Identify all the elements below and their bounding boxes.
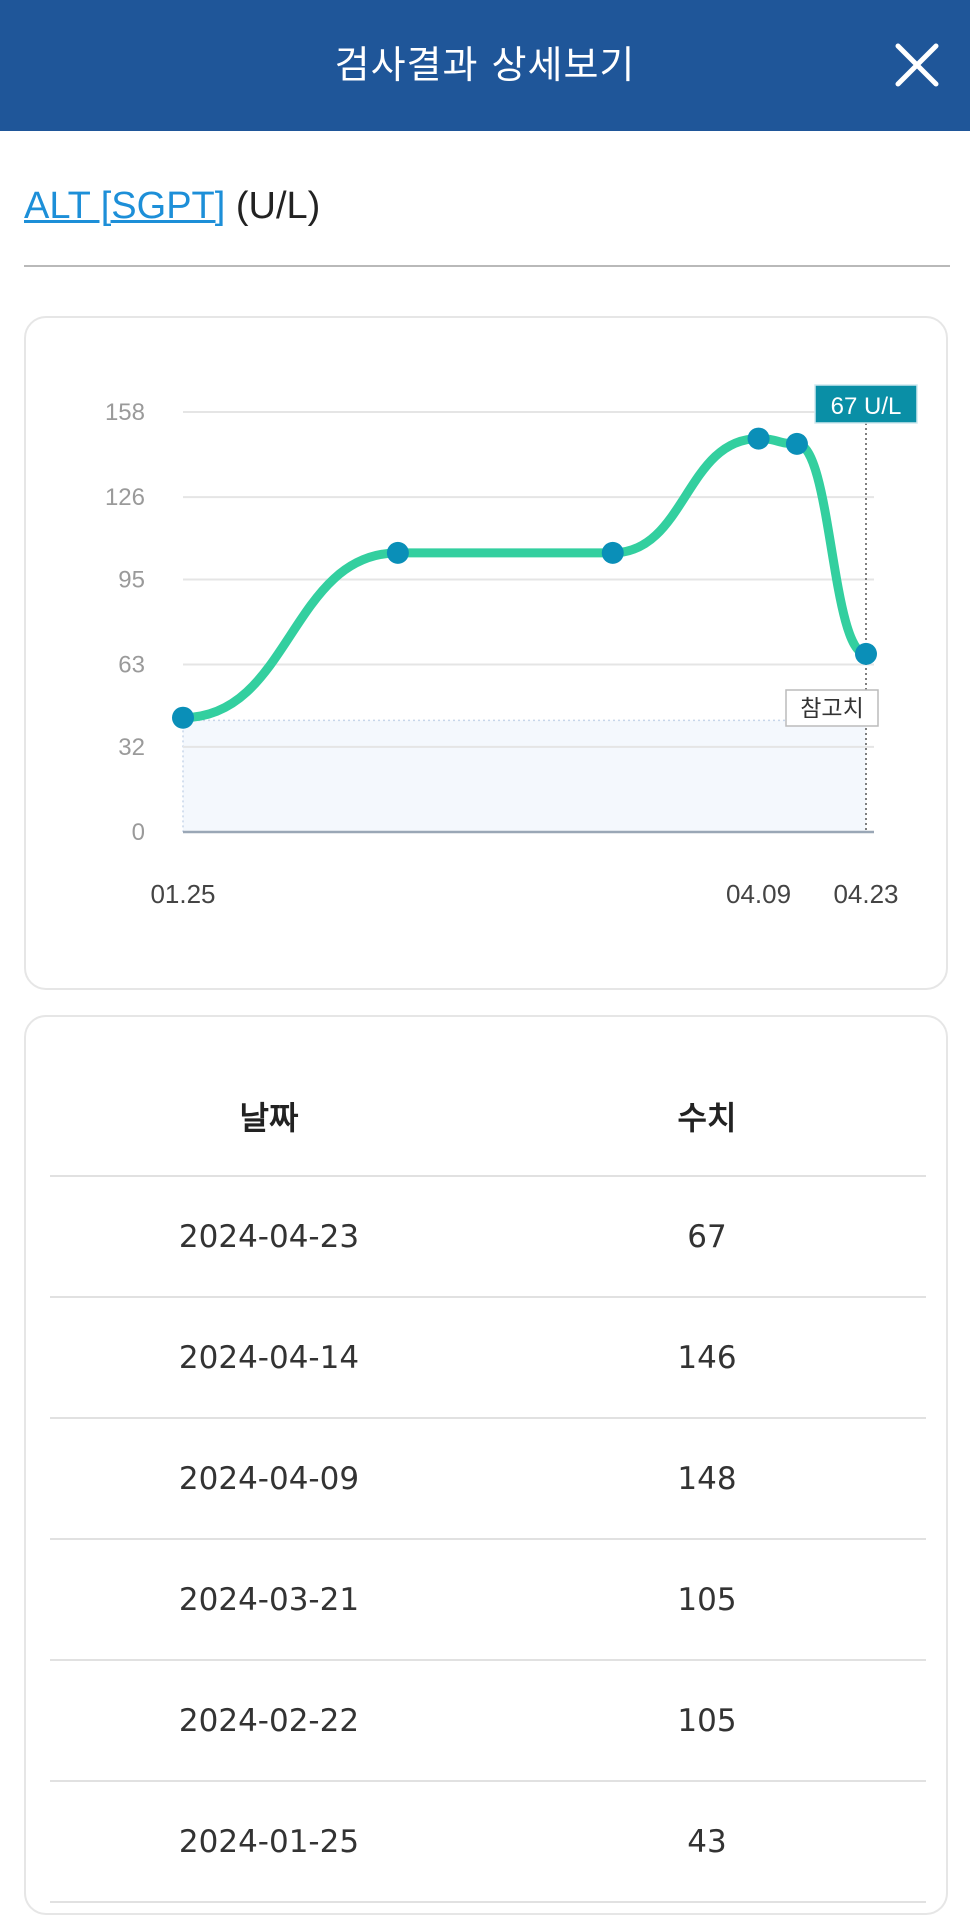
- test-name-link[interactable]: ALT [SGPT]: [24, 185, 226, 227]
- row-value: 146: [488, 1297, 926, 1419]
- reference-label: 참고치: [800, 696, 863, 722]
- x-tick-label: 01.25: [150, 879, 215, 909]
- row-date: 2024-04-14: [50, 1297, 488, 1419]
- row-value: 43: [488, 1781, 926, 1903]
- table-header-row: 날짜 수치: [50, 1057, 926, 1177]
- reference-label-box: [785, 689, 879, 727]
- y-tick-label: 158: [105, 399, 145, 426]
- divider: [24, 265, 950, 267]
- data-point: [855, 642, 877, 665]
- table-row: 2024-01-25 43: [50, 1781, 926, 1903]
- row-date: 2024-04-09: [50, 1418, 488, 1540]
- table-row: 2024-03-21 105: [50, 1539, 926, 1661]
- table-row: 2024-04-23 67: [50, 1176, 926, 1298]
- data-point: [785, 432, 808, 455]
- series-line: [178, 434, 871, 723]
- y-tick-label: 32: [118, 734, 145, 761]
- row-date: 2024-01-25: [50, 1781, 488, 1903]
- test-heading: ALT [SGPT] (U/L): [24, 185, 320, 228]
- header-bar: 검사결과 상세보기: [0, 0, 970, 131]
- row-date: 2024-04-23: [50, 1176, 488, 1298]
- y-tick-label: 0: [132, 819, 145, 846]
- row-date: 2024-03-21: [50, 1539, 488, 1661]
- y-tick-label: 126: [105, 484, 145, 511]
- column-header-date: 날짜: [50, 1057, 488, 1177]
- results-table: 날짜 수치 2024-04-23 67 2024-04-14 146 2024-…: [50, 1057, 926, 1903]
- data-point: [386, 541, 409, 564]
- highlight-value-label: 67 U/L: [831, 393, 902, 420]
- data-point: [601, 541, 624, 564]
- close-icon[interactable]: [890, 38, 944, 92]
- row-value: 105: [488, 1539, 926, 1661]
- test-unit: (U/L): [235, 185, 321, 227]
- y-tick-label: 95: [118, 566, 145, 593]
- chart-card: 158 126 95 63 32 0 01.25 04.09 04.23 67 U/L 참고치: [24, 316, 948, 990]
- y-tick-label: 63: [118, 652, 145, 679]
- row-date: 2024-02-22: [50, 1660, 488, 1782]
- row-value: 105: [488, 1660, 926, 1782]
- x-tick-label: 04.09: [726, 879, 791, 909]
- data-point: [747, 427, 770, 450]
- row-value: 148: [488, 1418, 926, 1540]
- reference-range-band: [183, 720, 866, 832]
- trend-chart: 158 126 95 63 32 0 01.25 04.09 04.23 67 U/L 참고치: [105, 384, 918, 909]
- highlight-value-badge: [814, 384, 918, 424]
- results-table-card: 날짜 수치 2024-04-23 67 2024-04-14 146 2024-…: [24, 1015, 948, 1915]
- page-title: 검사결과 상세보기: [334, 43, 636, 87]
- table-row: 2024-04-14 146: [50, 1297, 926, 1419]
- row-value: 67: [488, 1176, 926, 1298]
- table-row: 2024-04-09 148: [50, 1418, 926, 1540]
- data-point: [172, 706, 194, 729]
- column-header-value: 수치: [488, 1057, 926, 1177]
- x-tick-label: 04.23: [833, 879, 898, 909]
- table-row: 2024-02-22 105: [50, 1660, 926, 1782]
